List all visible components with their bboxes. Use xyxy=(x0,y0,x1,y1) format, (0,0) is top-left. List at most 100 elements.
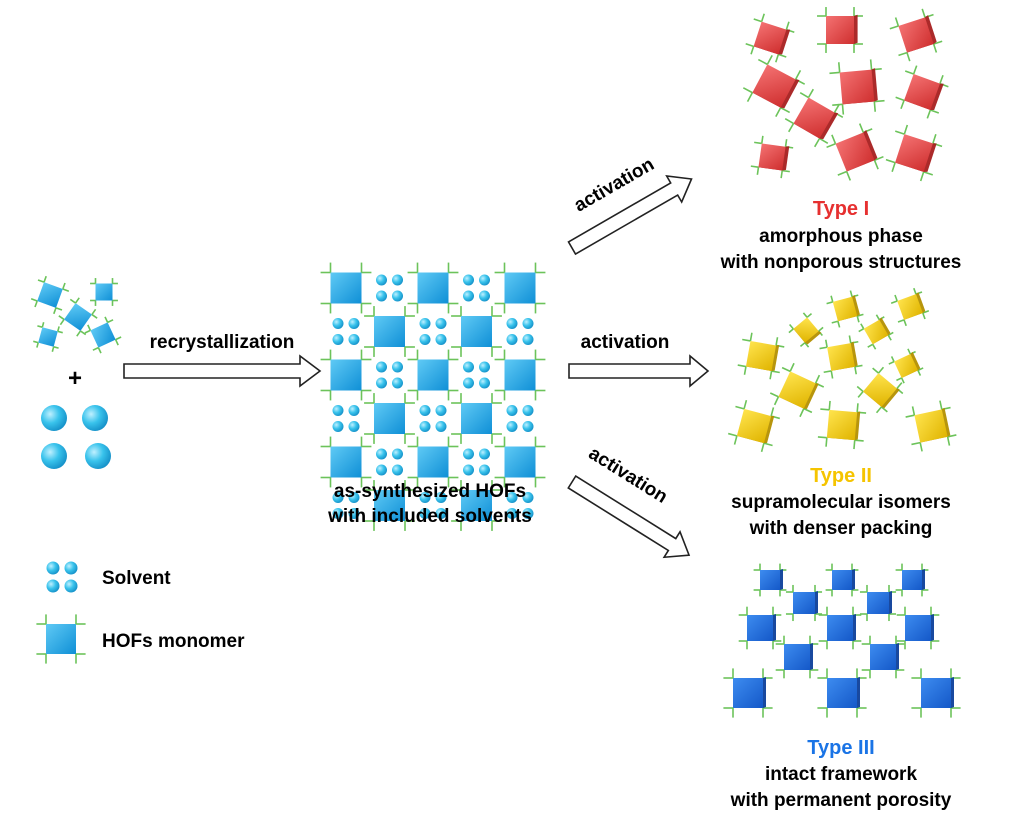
solvent-sphere xyxy=(435,405,447,416)
solvent-sphere xyxy=(463,464,474,476)
monomer xyxy=(30,275,70,315)
solvent-sphere xyxy=(392,290,403,302)
yellow-monomer xyxy=(817,400,867,450)
activation-arrow-middle xyxy=(568,354,710,388)
blue-monomer xyxy=(817,668,867,718)
blue-monomer xyxy=(723,668,773,718)
included-solvent xyxy=(419,318,447,345)
type1-line1: amorphous phase xyxy=(759,226,923,247)
yellow-monomer xyxy=(888,348,924,384)
included-solvent xyxy=(376,274,403,302)
solvent-sphere xyxy=(332,334,344,345)
solvent-sphere xyxy=(376,361,387,373)
yellow-monomer xyxy=(856,366,904,414)
solvent-sphere xyxy=(64,561,78,575)
solvent-sphere xyxy=(419,318,431,329)
framework-monomer xyxy=(494,262,546,314)
red-monomer xyxy=(817,7,863,53)
hofs-caption-line2: with included solvents xyxy=(327,506,532,527)
solvent-sphere xyxy=(392,448,403,460)
included-solvent xyxy=(332,405,360,432)
solvent-sphere xyxy=(348,405,360,416)
solvent-sphere xyxy=(64,579,78,593)
solvent-sphere xyxy=(506,334,518,345)
solvent-sphere xyxy=(332,508,344,519)
legend-monomer-icon xyxy=(36,614,86,664)
yellow-monomer xyxy=(858,314,894,350)
framework-monomer xyxy=(320,436,372,488)
solvent-sphere-cluster xyxy=(46,561,78,593)
included-solvent xyxy=(506,318,534,345)
solvent-sphere xyxy=(479,464,490,476)
yellow-monomer xyxy=(826,290,864,328)
type2-line1: supramolecular isomers xyxy=(731,492,951,513)
blue-monomer xyxy=(818,606,862,650)
yellow-monomer xyxy=(905,400,957,452)
red-monomer xyxy=(885,124,943,182)
blue-monomer xyxy=(895,563,929,597)
solvent-sphere xyxy=(348,492,360,503)
type3-line2: with permanent porosity xyxy=(730,790,952,811)
framework-monomer xyxy=(407,262,459,314)
blue-monomer xyxy=(753,563,787,597)
solvent-sphere xyxy=(376,377,387,389)
monomer xyxy=(84,316,122,354)
solvent-sphere xyxy=(506,508,518,519)
blue-monomer xyxy=(859,584,897,622)
framework-monomer xyxy=(451,306,502,357)
framework-monomer xyxy=(451,480,502,531)
monomer xyxy=(90,278,118,306)
red-monomer xyxy=(829,59,885,115)
solvent-sphere xyxy=(419,508,431,519)
framework-monomer xyxy=(364,480,415,531)
solvent-sphere xyxy=(479,448,490,460)
red-monomer xyxy=(826,123,884,181)
monomer xyxy=(33,322,63,352)
red-monomer xyxy=(784,88,844,148)
framework-monomer xyxy=(320,349,372,401)
solvent-sphere xyxy=(376,448,387,460)
included-solvent xyxy=(506,492,534,519)
blue-monomer xyxy=(785,584,823,622)
solvent-sphere xyxy=(348,508,360,519)
framework-monomer xyxy=(364,306,415,357)
legend-monomer-label: HOFs monomer xyxy=(102,631,245,652)
type3-intact-framework xyxy=(723,563,961,718)
yellow-monomer xyxy=(819,335,863,379)
solvent-sphere xyxy=(506,492,518,503)
monomer xyxy=(36,614,86,664)
included-solvent xyxy=(419,405,447,432)
solvent-sphere xyxy=(522,334,534,345)
solvent-sphere xyxy=(348,421,360,432)
solvent-sphere xyxy=(463,361,474,373)
solvent-sphere xyxy=(392,464,403,476)
solvent-sphere xyxy=(392,377,403,389)
legend-solvent-icon xyxy=(46,561,78,593)
monomer xyxy=(58,297,98,337)
solvent-sphere xyxy=(419,334,431,345)
red-monomer xyxy=(742,54,806,118)
framework-monomer xyxy=(407,349,459,401)
solvent-sphere xyxy=(479,377,490,389)
solvent-sphere xyxy=(506,318,518,329)
solvent-sphere xyxy=(463,290,474,302)
blue-monomer xyxy=(911,668,961,718)
included-solvent xyxy=(463,361,490,389)
red-monomer xyxy=(895,65,949,119)
solvent-sphere xyxy=(332,318,344,329)
recrystallization-label: recrystallization xyxy=(150,332,295,353)
framework-monomer xyxy=(451,393,502,444)
included-solvent xyxy=(376,361,403,389)
solvent-sphere xyxy=(479,274,490,286)
framework-monomer xyxy=(494,436,546,488)
solvent-sphere xyxy=(332,405,344,416)
plus-sign: + xyxy=(68,365,82,392)
solvent-sphere xyxy=(376,464,387,476)
solvent-sphere xyxy=(348,334,360,345)
type2-isomer-structure xyxy=(727,287,957,453)
solvent-sphere xyxy=(376,290,387,302)
yellow-monomer xyxy=(890,287,930,327)
red-monomer xyxy=(745,13,795,63)
included-solvent xyxy=(506,405,534,432)
